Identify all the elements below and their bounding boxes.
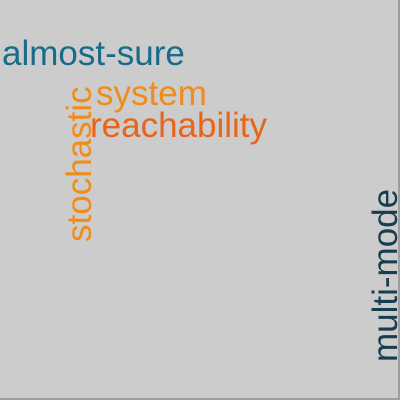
word-almost-sure: almost-sure: [2, 34, 185, 73]
word-stochastic: stochastic: [60, 86, 99, 242]
word-system: system: [96, 74, 207, 113]
word-reachability: reachability: [90, 106, 268, 145]
word-multi-mode: multi-mode: [366, 188, 400, 362]
